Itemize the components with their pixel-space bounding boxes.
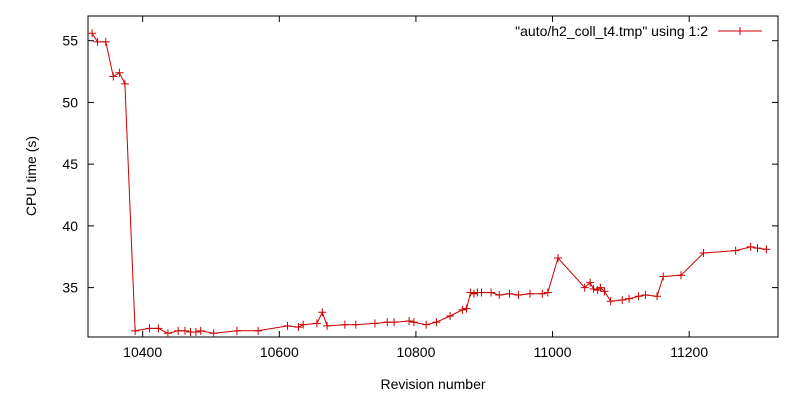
data-point: [109, 72, 118, 81]
data-point: [600, 287, 609, 296]
data-point: [163, 329, 172, 338]
data-point: [731, 246, 740, 255]
data-point: [101, 37, 110, 46]
series-line: [91, 33, 767, 334]
data-point: [462, 304, 471, 313]
x-axis-label: Revision number: [380, 376, 485, 392]
y-tick-label: 35: [62, 280, 78, 296]
y-tick-label: 45: [62, 156, 78, 172]
data-point: [283, 321, 292, 330]
legend-marker: [736, 27, 744, 35]
data-point: [209, 329, 218, 338]
data-point: [589, 284, 598, 293]
series-layer: [88, 29, 771, 338]
data-point: [254, 326, 263, 335]
data-point: [746, 242, 755, 251]
data-point: [351, 320, 360, 329]
data-point: [446, 312, 455, 321]
data-point: [191, 328, 200, 337]
legend-marker-plus: [736, 27, 744, 35]
data-point: [466, 288, 475, 297]
y-tick-label: 50: [62, 94, 78, 110]
data-point: [405, 316, 414, 325]
data-point: [676, 271, 685, 280]
data-point: [505, 289, 514, 298]
data-point: [634, 292, 643, 301]
data-point: [409, 318, 418, 327]
data-point: [340, 320, 349, 329]
legend: "auto/h2_coll_t4.tmp" using 1:2: [515, 23, 762, 39]
data-point: [477, 288, 486, 297]
data-point: [580, 283, 589, 292]
data-point: [422, 320, 431, 329]
data-point: [383, 318, 392, 327]
y-tick-label: 55: [62, 33, 78, 49]
data-point: [312, 319, 321, 328]
data-point: [120, 79, 129, 88]
data-point: [299, 320, 308, 329]
data-point: [606, 297, 615, 306]
data-point: [390, 318, 399, 327]
x-tick-label: 10400: [123, 344, 162, 360]
data-point: [93, 37, 102, 46]
data-point: [487, 288, 496, 297]
data-point: [753, 244, 762, 253]
x-tick-label: 10800: [396, 344, 435, 360]
data-point: [370, 319, 379, 328]
data-point: [115, 68, 124, 77]
x-tick-label: 10600: [260, 344, 299, 360]
data-point: [232, 326, 241, 335]
data-point: [458, 305, 467, 314]
data-point: [145, 324, 154, 333]
data-point: [554, 253, 563, 262]
data-point: [762, 245, 771, 254]
data-point: [318, 308, 327, 317]
x-tick-label: 11000: [534, 344, 572, 360]
data-point: [526, 289, 535, 298]
data-point: [641, 291, 650, 300]
data-point: [323, 321, 332, 330]
data-point: [495, 291, 504, 300]
data-point: [543, 288, 552, 297]
plot-frame: [87, 15, 779, 338]
legend-label: "auto/h2_coll_t4.tmp" using 1:2: [515, 23, 708, 39]
data-point: [659, 272, 668, 281]
data-point: [196, 326, 205, 335]
data-point: [596, 283, 605, 292]
data-point: [174, 326, 183, 335]
data-point: [586, 278, 595, 287]
data-point: [131, 326, 140, 335]
y-axis-label: CPU time (s): [23, 136, 39, 216]
data-point: [653, 292, 662, 301]
axis-ticks: 10400 10600 10800 11000 11200 35 40 45 50 55: [62, 16, 778, 360]
data-point: [294, 323, 303, 332]
data-point: [514, 291, 523, 300]
data-point: [469, 289, 478, 298]
data-point: [88, 29, 97, 38]
data-point: [154, 324, 163, 333]
data-point: [618, 295, 627, 304]
y-tick-label: 40: [62, 218, 78, 234]
x-tick-label: 11200: [670, 344, 708, 360]
data-point: [432, 318, 441, 327]
data-point: [625, 294, 634, 303]
data-point: [699, 249, 708, 258]
data-point: [538, 289, 547, 298]
data-point: [181, 326, 190, 335]
